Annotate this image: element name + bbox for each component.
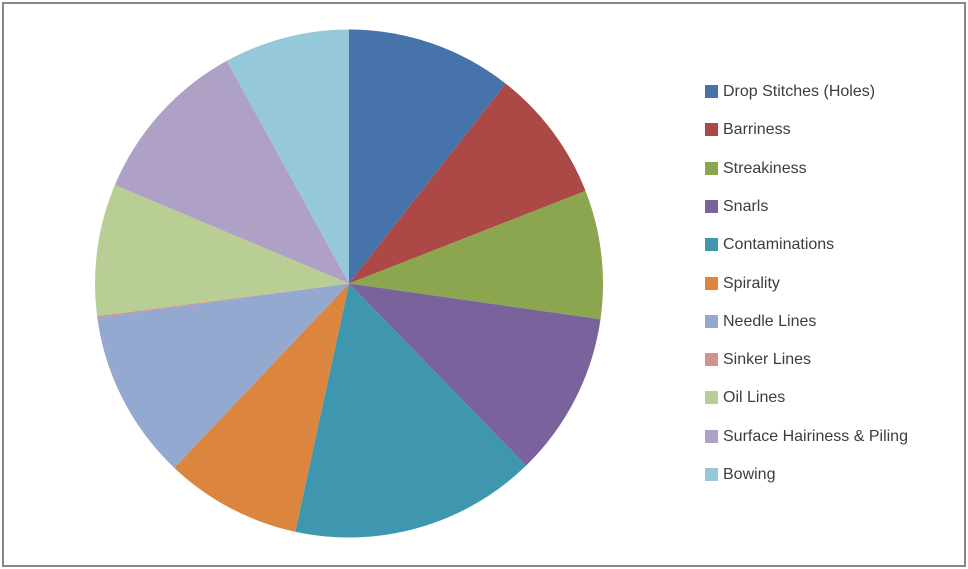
legend-label: Sinker Lines bbox=[723, 351, 812, 369]
legend-item[interactable]: Spirality bbox=[705, 275, 780, 292]
legend-label: Streakiness bbox=[723, 159, 807, 177]
legend-label: Needle Lines bbox=[723, 312, 817, 330]
legend-item[interactable]: Surface Hairiness & Piling bbox=[705, 428, 908, 445]
pie-slice[interactable] bbox=[114, 60, 350, 284]
legend-swatch-icon bbox=[705, 314, 718, 328]
legend-swatch-icon bbox=[705, 391, 718, 405]
pie-slice[interactable] bbox=[97, 283, 349, 468]
pie-slice[interactable] bbox=[174, 283, 349, 532]
legend-label: Oil Lines bbox=[723, 389, 786, 407]
legend-swatch-icon bbox=[705, 429, 718, 443]
legend-swatch-icon bbox=[705, 238, 718, 252]
legend-label: Surface Hairiness & Piling bbox=[723, 427, 908, 445]
legend-label: Spirality bbox=[723, 274, 780, 292]
legend-label: Snarls bbox=[723, 197, 769, 215]
legend: Drop Stitches (Holes) Barriness Streakines… bbox=[705, 0, 955, 569]
legend-swatch-icon bbox=[705, 161, 718, 175]
legend-label: Barriness bbox=[723, 121, 791, 139]
legend-item[interactable]: Snarls bbox=[705, 198, 768, 215]
pie-slice[interactable] bbox=[95, 185, 349, 317]
legend-label: Contaminations bbox=[723, 236, 835, 254]
pie-slice[interactable] bbox=[295, 283, 527, 538]
legend-swatch-icon bbox=[705, 123, 718, 137]
pie-slice[interactable] bbox=[226, 29, 349, 284]
legend-label: Bowing bbox=[723, 466, 776, 483]
legend-item[interactable]: Drop Stitches (Holes) bbox=[705, 83, 875, 100]
legend-item[interactable]: Oil Lines bbox=[705, 389, 785, 406]
pie-slice[interactable] bbox=[349, 29, 506, 284]
legend-item[interactable]: Barriness bbox=[705, 121, 791, 138]
legend-item[interactable]: Sinker Lines bbox=[705, 351, 811, 368]
legend-swatch-icon bbox=[705, 199, 718, 213]
legend-item[interactable]: Contaminations bbox=[705, 236, 834, 253]
legend-swatch-icon bbox=[705, 468, 718, 481]
legend-swatch-icon bbox=[705, 276, 718, 290]
pie-slice[interactable] bbox=[349, 283, 601, 466]
legend-swatch-icon bbox=[705, 85, 718, 98]
pie-slice[interactable] bbox=[349, 83, 586, 284]
legend-swatch-icon bbox=[705, 353, 718, 367]
pie-slice[interactable] bbox=[97, 283, 349, 318]
legend-item[interactable]: Streakiness bbox=[705, 160, 807, 177]
legend-item[interactable]: Bowing bbox=[705, 466, 775, 483]
legend-item[interactable]: Needle Lines bbox=[705, 313, 816, 330]
legend-label: Drop Stitches (Holes) bbox=[723, 83, 876, 100]
pie-slice[interactable] bbox=[349, 190, 604, 320]
